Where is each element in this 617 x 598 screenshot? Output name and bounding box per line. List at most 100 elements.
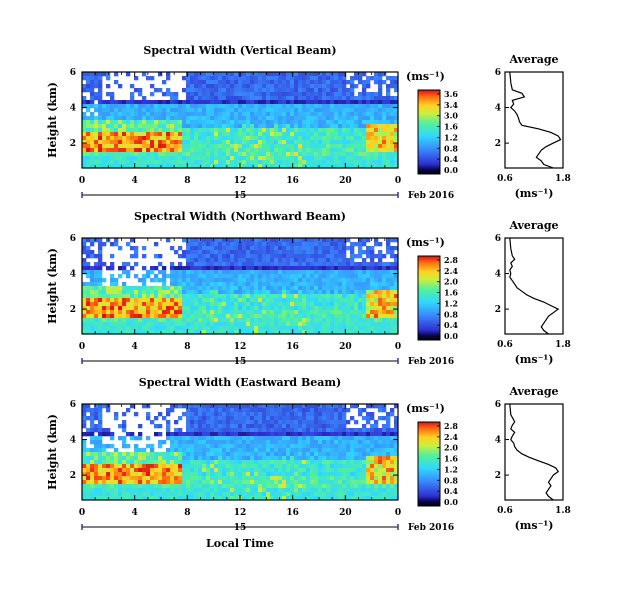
colorbar-tick-label: 3.6: [444, 89, 458, 99]
profile-frame: [504, 403, 564, 501]
colorbar-unit: (ms⁻¹): [406, 236, 445, 249]
x-tick-label: 20: [339, 176, 352, 186]
profile-x-tick-label: 0.6: [497, 174, 513, 184]
x-tick-label: 0: [79, 342, 85, 352]
y-tick-label: 4: [70, 436, 76, 446]
colorbar-tick-label: 1.2: [444, 464, 458, 474]
colorbar-tick-label: 1.2: [444, 298, 458, 308]
profile-y-tick-label: 4: [495, 436, 501, 446]
date-label: Feb 2016: [408, 191, 454, 201]
profile-line: [509, 403, 560, 501]
x-tick-label: 20: [339, 508, 352, 518]
x-tick-label: 16: [286, 176, 299, 186]
y-tick-label: 6: [70, 400, 76, 410]
colorbar: [417, 89, 441, 175]
profile-x-label: (ms⁻¹): [515, 519, 554, 532]
x-tick-label: 16: [286, 342, 299, 352]
colorbar-tick-label: 1.6: [444, 122, 458, 132]
colorbar-tick-label: 2.4: [444, 432, 458, 442]
colorbar: [417, 421, 441, 507]
colorbar-unit: (ms⁻¹): [406, 402, 445, 415]
x-axis-label: Local Time: [206, 537, 274, 550]
profile-x-tick-label: 1.8: [555, 174, 571, 184]
colorbar-tick-label: 0.8: [444, 309, 458, 319]
x-tick-label: 12: [234, 508, 247, 518]
heatmap: [82, 404, 399, 501]
y-axis-label: Height (km): [46, 82, 59, 158]
profile-x-label: (ms⁻¹): [515, 187, 554, 200]
colorbar-tick-label: 2.4: [444, 266, 458, 276]
colorbar-tick-label: 0.4: [444, 486, 458, 496]
colorbar-tick-label: 0.4: [444, 320, 458, 330]
colorbar-tick-label: 3.4: [444, 100, 458, 110]
x-tick-label: 0: [395, 508, 401, 518]
day-label: 15: [234, 357, 247, 367]
x-tick-label: 8: [184, 342, 190, 352]
x-tick-label: 0: [79, 508, 85, 518]
x-tick-label: 4: [132, 508, 138, 518]
colorbar-tick-label: 2.0: [444, 277, 458, 287]
profile-title: Average: [508, 219, 558, 232]
y-tick-label: 4: [70, 270, 76, 280]
profile-panel: Average 6 4 2 0.6 1.8(ms⁻¹): [495, 53, 571, 200]
colorbar-tick-label: 1.2: [444, 132, 458, 142]
panel-0: Spectral Width (Vertical Beam) 6 4 2 Height …: [46, 44, 571, 201]
date-label: Feb 2016: [408, 357, 454, 367]
x-tick-label: 20: [339, 342, 352, 352]
panel-1: Spectral Width (Northward Beam) 6 4 2 Height…: [46, 210, 571, 367]
x-tick-label: 4: [132, 176, 138, 186]
x-tick-label: 0: [395, 342, 401, 352]
colorbar-tick-label: 2.8: [444, 255, 458, 265]
day-label: 15: [234, 523, 247, 533]
profile-frame: [504, 237, 564, 335]
profile-y-tick-label: 2: [495, 139, 501, 149]
y-axis-label: Height (km): [46, 248, 59, 324]
x-tick-label: 4: [132, 342, 138, 352]
profile-y-tick-label: 6: [495, 234, 501, 244]
profile-frame: [504, 71, 564, 169]
date-label: Feb 2016: [408, 523, 454, 533]
profile-panel: Average 6 4 2 0.6 1.8(ms⁻¹): [495, 385, 571, 532]
profile-y-tick-label: 4: [495, 270, 501, 280]
heatmap: [82, 238, 399, 335]
profile-x-tick-label: 1.8: [555, 340, 571, 350]
profile-y-tick-label: 2: [495, 305, 501, 315]
colorbar: [417, 255, 441, 341]
y-tick-label: 2: [70, 139, 76, 149]
day-label: 15: [234, 191, 247, 201]
profile-y-tick-label: 6: [495, 400, 501, 410]
colorbar-tick-label: 0.0: [444, 331, 458, 341]
profile-panel: Average 6 4 2 0.6 1.8(ms⁻¹): [495, 219, 571, 366]
panel-title: Spectral Width (Eastward Beam): [139, 376, 341, 389]
x-tick-label: 16: [286, 508, 299, 518]
profile-y-tick-label: 2: [495, 471, 501, 481]
y-tick-label: 2: [70, 305, 76, 315]
y-tick-label: 4: [70, 104, 76, 114]
colorbar-tick-label: 0.4: [444, 154, 458, 164]
y-axis-label: Height (km): [46, 414, 59, 490]
x-tick-label: 8: [184, 176, 190, 186]
profile-x-tick-label: 0.6: [497, 340, 513, 350]
panel-title: Spectral Width (Vertical Beam): [143, 44, 336, 57]
colorbar-tick-label: 1.6: [444, 288, 458, 298]
y-tick-label: 6: [70, 68, 76, 78]
profile-x-label: (ms⁻¹): [515, 353, 554, 366]
colorbar-tick-label: 2.0: [444, 443, 458, 453]
x-tick-label: 8: [184, 508, 190, 518]
colorbar-tick-label: 3.0: [444, 111, 458, 121]
profile-title: Average: [508, 53, 558, 66]
profile-line: [509, 237, 560, 335]
colorbar-tick-label: 2.8: [444, 421, 458, 431]
heatmap: [82, 72, 399, 169]
profile-title: Average: [508, 385, 558, 398]
colorbar-tick-label: 1.6: [444, 454, 458, 464]
colorbar-tick-label: 0.0: [444, 165, 458, 175]
colorbar-tick-label: 0.8: [444, 143, 458, 153]
y-tick-label: 2: [70, 471, 76, 481]
profile-y-tick-label: 4: [495, 104, 501, 114]
colorbar-tick-label: 0.8: [444, 475, 458, 485]
profile-line: [509, 71, 562, 169]
x-tick-label: 0: [79, 176, 85, 186]
panel-2: Spectral Width (Eastward Beam) 6 4 2 Height …: [46, 376, 571, 550]
